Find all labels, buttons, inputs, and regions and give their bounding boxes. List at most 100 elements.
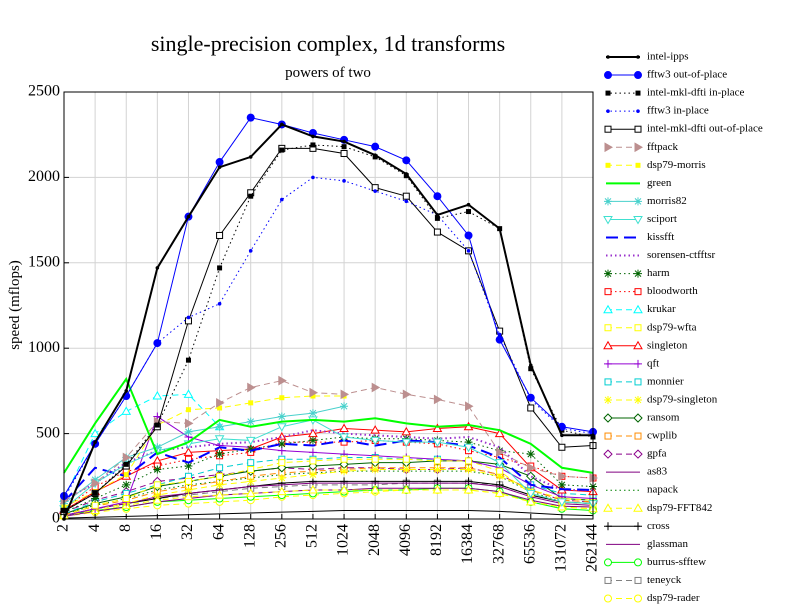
data-point: [308, 470, 317, 479]
data-point: [466, 209, 472, 215]
data-point: [152, 391, 163, 400]
data-point: [603, 503, 613, 512]
series-line: [63, 482, 594, 517]
data-point: [153, 339, 162, 348]
data-point: [634, 324, 642, 332]
series-teneyck: [60, 479, 597, 520]
x-tick-label: 262144: [584, 524, 601, 572]
data-point: [495, 472, 504, 481]
data-point: [495, 335, 504, 344]
legend-item: dsp79-wfta: [604, 321, 697, 333]
legend-label: dsp79-wfta: [647, 321, 697, 333]
data-point: [153, 481, 161, 489]
legend-item: monnier: [604, 375, 684, 387]
data-point: [280, 122, 284, 127]
series-fftpack: [60, 375, 599, 506]
data-point: [603, 304, 613, 314]
legend-label: green: [647, 177, 672, 189]
legend-label: as83: [647, 466, 668, 478]
series-line: [63, 467, 594, 516]
series-green: [63, 376, 594, 474]
data-point: [248, 400, 254, 406]
data-point: [526, 393, 535, 402]
data-point: [246, 444, 255, 453]
data-point: [433, 465, 442, 474]
legend-item: fftpack: [604, 141, 678, 153]
series-line: [63, 467, 594, 513]
y-tick-label: 1000: [28, 339, 60, 356]
data-point: [339, 433, 349, 443]
legend-item: singleton: [603, 339, 688, 351]
legend-label: gpfa: [647, 448, 667, 460]
data-point: [463, 443, 474, 453]
data-point: [528, 366, 534, 372]
data-point: [122, 452, 132, 463]
data-point: [214, 490, 225, 499]
data-point: [560, 433, 564, 438]
y-axis-label: speed (mflops): [7, 260, 23, 350]
y-tick-label: 2500: [28, 83, 60, 100]
data-point: [121, 406, 132, 415]
series-line: [63, 415, 594, 517]
legend-item: morris82: [604, 195, 687, 207]
data-point: [465, 401, 474, 412]
legend-item: intel-mkl-dfti in-place: [605, 87, 745, 99]
series-line: [63, 509, 594, 519]
data-point: [604, 558, 612, 567]
data-point: [604, 142, 614, 153]
data-point: [184, 418, 194, 429]
data-point: [634, 288, 642, 296]
data-point: [279, 147, 285, 153]
legend-item: krukar: [603, 303, 676, 315]
data-point: [308, 477, 317, 486]
data-point: [404, 199, 409, 204]
legend-item: cwplib: [604, 430, 677, 442]
legend-label: dsp79-morris: [647, 159, 706, 171]
data-point: [434, 215, 440, 221]
data-point: [340, 477, 349, 486]
x-tick-label: 16: [148, 524, 165, 540]
x-tick-label: 2: [55, 524, 72, 532]
x-tick-label: 512: [304, 524, 321, 548]
x-tick-label: 4: [86, 524, 103, 532]
series-line: [63, 395, 345, 508]
data-point: [186, 214, 191, 219]
data-point: [340, 455, 348, 463]
data-point: [278, 375, 287, 386]
data-point: [215, 480, 224, 489]
data-point: [247, 465, 255, 473]
data-point: [183, 389, 194, 398]
legend-item: intel-ipps: [606, 51, 689, 63]
legend-item: dsp79-FFT842: [603, 502, 712, 514]
data-point: [633, 413, 643, 423]
data-point: [633, 503, 643, 512]
legend-item: ransom: [603, 412, 680, 424]
data-point: [276, 486, 287, 496]
data-point: [634, 558, 642, 567]
data-point: [309, 387, 318, 398]
data-point: [634, 432, 642, 440]
data-point: [634, 378, 642, 386]
y-tick-label: 500: [36, 424, 60, 441]
series-sorensen-ctfftsr: [63, 429, 593, 502]
data-point: [214, 435, 225, 444]
legend-item: kissfft: [606, 231, 674, 243]
data-point: [217, 165, 222, 169]
data-point: [276, 423, 287, 432]
data-point: [558, 443, 566, 451]
series-line: [63, 380, 594, 501]
series-line: [63, 487, 594, 517]
data-point: [278, 459, 286, 467]
data-point: [496, 467, 504, 475]
series-line: [63, 487, 594, 517]
legend-label: burrus-sfftew: [647, 556, 706, 568]
data-point: [248, 193, 254, 199]
series-kissfft: [63, 439, 594, 503]
series-line: [63, 147, 594, 512]
legend-item: sorensen-ctfftsr: [606, 249, 716, 261]
data-point: [634, 594, 642, 603]
data-point: [633, 340, 643, 350]
data-point: [246, 477, 255, 486]
data-point: [93, 440, 97, 444]
legend-item: green: [606, 177, 672, 189]
